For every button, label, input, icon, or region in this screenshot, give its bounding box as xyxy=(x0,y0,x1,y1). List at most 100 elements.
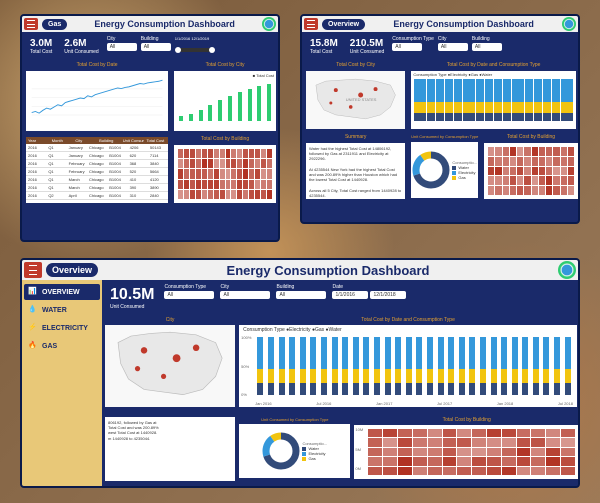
gas-icon: 🔥 xyxy=(28,341,38,351)
chart-total-cost-building: Total Cost by Building xyxy=(172,135,278,205)
page-title: Energy Consumption Dashboard xyxy=(365,19,562,29)
metric-value: 210.5M xyxy=(350,38,384,49)
chart-map: Total Cost by City UNITED STATES xyxy=(304,61,407,131)
filter-consumption-type: Consumption Type All xyxy=(392,36,434,57)
electricity-icon: ⚡ xyxy=(28,323,38,333)
filter-date: Date 1/1/2016 12/1/2018 xyxy=(332,284,406,299)
metrics-row: 10.5M Unit Consumed Consumption Type All… xyxy=(102,280,578,316)
metric-label: Unit Consumed xyxy=(350,49,384,55)
table-row[interactable]: 2016Q1MarchChicagoB10044104120 xyxy=(26,176,168,184)
page-title: Energy Consumption Dashboard xyxy=(67,19,262,29)
chart-title: Total Cost by Date xyxy=(24,61,170,69)
date-to[interactable]: 12/1/2018 xyxy=(370,291,406,299)
chart-heatmap: Total Cost by Building xyxy=(482,133,580,201)
stacked-bar-chart: Consumption Type ●Electricity ●Gas ●Wate… xyxy=(411,71,576,129)
menu-icon[interactable] xyxy=(24,262,42,278)
filter-select[interactable]: All xyxy=(220,291,270,299)
page-title: Energy Consumption Dashboard xyxy=(98,263,558,278)
tab-overview[interactable]: Overview xyxy=(46,263,98,277)
legend: ■ Total Cost xyxy=(253,73,274,78)
table-row[interactable]: 2016Q1MarchChicagoB10043903890 xyxy=(26,184,168,192)
menu-icon[interactable] xyxy=(24,18,38,30)
chart-heatmap: Total Cost by Building 10M5M0M xyxy=(353,416,578,484)
chart-donut: Unit Consumed by Consumption Type Consum… xyxy=(409,133,480,201)
metric-total-cost: 15.8M Total Cost xyxy=(306,36,342,57)
filter-label: Building xyxy=(141,36,171,42)
sidebar-item-electricity[interactable]: ⚡ELECTRICITY xyxy=(24,320,100,336)
chart-title: Total Cost by Building xyxy=(353,416,578,424)
date-from[interactable]: 1/1/2016 xyxy=(332,291,368,299)
summary-text: Water had the highest Total Cost at 1480… xyxy=(306,143,405,199)
filter-select[interactable]: All xyxy=(164,291,214,299)
filter-select[interactable]: All xyxy=(392,43,422,51)
chart-title: Total Cost by Date and Consumption Type xyxy=(238,316,578,324)
heatmap-chart: 10M5M0M xyxy=(354,425,578,479)
heatmap-chart xyxy=(174,145,276,203)
filter-label: Consumption Type xyxy=(164,284,214,290)
metric-label: Total Cost xyxy=(310,49,338,55)
chart-title: Total Cost by Date and Consumption Type xyxy=(409,61,578,69)
stacked-bar-chart: Consumption Type ●Electricity ●Gas ●Wate… xyxy=(239,325,577,407)
chart-title: Total Cost by City xyxy=(172,61,278,69)
filter-select[interactable]: All xyxy=(438,43,468,51)
bar-chart: ■ Total Cost xyxy=(174,71,276,131)
chart-stacked: Total Cost by Date and Consumption Type … xyxy=(409,61,578,131)
metric-total-cost: 3.0M Total Cost xyxy=(26,36,56,57)
chart-title: Unit Consumed by Consumption Type xyxy=(238,416,351,423)
chart-title: City xyxy=(104,316,236,324)
table-row[interactable]: 2016Q1FebruaryChicagoB10045205664 xyxy=(26,168,168,176)
chart-title: Total Cost by Building xyxy=(482,133,580,141)
donut-chart: Consumptio...WaterElectricityGas xyxy=(239,424,350,478)
metrics-row: 15.8M Total Cost 210.5M Unit Consumed Co… xyxy=(302,32,578,61)
filter-label: Building xyxy=(472,36,502,42)
metric-value: 15.8M xyxy=(310,38,338,49)
filter-select[interactable]: All xyxy=(141,43,171,51)
chart-title: Total Cost by Building xyxy=(172,135,278,143)
heatmap-chart xyxy=(484,143,578,199)
filter-select[interactable]: All xyxy=(276,291,326,299)
filter-date: 1/1/2016 12/1/2019 xyxy=(175,36,215,57)
filter-label: 1/1/2016 12/1/2019 xyxy=(175,36,215,41)
filter-select[interactable]: All xyxy=(107,43,137,51)
filter-label: Consumption Type xyxy=(392,36,434,42)
sidebar-item-gas[interactable]: 🔥GAS xyxy=(24,338,100,354)
chart-total-cost-city: Total Cost by City ■ Total Cost xyxy=(172,61,278,133)
metrics-row: 3.0M Total Cost 2.6M Unit Consumed City … xyxy=(22,32,278,61)
date-slider[interactable] xyxy=(175,48,215,52)
filter-select[interactable]: All xyxy=(472,43,502,51)
sidebar-item-water[interactable]: 💧WATER xyxy=(24,302,100,318)
filter-label: City xyxy=(438,36,468,42)
metric-value: 3.0M xyxy=(30,38,52,49)
metric-value: 10.5M xyxy=(110,286,154,304)
metric-label: Unit Consumed xyxy=(64,49,98,55)
summary-text: 806192, followed by Gas atTotal Cost and… xyxy=(105,417,235,481)
dashboard-overview: Overview Energy Consumption Dashboard 15… xyxy=(300,14,580,224)
map-chart: UNITED STATES xyxy=(306,71,405,129)
dashboard-gas: Gas Energy Consumption Dashboard 3.0M To… xyxy=(20,14,280,242)
dashboard-overview-expanded: Overview Energy Consumption Dashboard 📊O… xyxy=(20,258,580,488)
tab-gas[interactable]: Gas xyxy=(42,19,67,30)
tab-overview[interactable]: Overview xyxy=(322,19,365,30)
menu-icon[interactable] xyxy=(304,18,318,30)
filter-consumption-type: Consumption Type All xyxy=(164,284,214,299)
filter-building: Building All xyxy=(276,284,326,299)
svg-text:UNITED STATES: UNITED STATES xyxy=(346,97,377,102)
table-row[interactable]: 2016Q2AprilChicagoB10043102840 xyxy=(26,192,168,200)
water-icon: 💧 xyxy=(28,305,38,315)
filter-city: City All xyxy=(107,36,137,57)
filter-label: City xyxy=(107,36,137,42)
chart-donut: Unit Consumed by Consumption Type Consum… xyxy=(238,416,351,484)
logo-icon xyxy=(262,17,276,31)
chart-title: Unit Consumed by Consumption Type xyxy=(409,133,480,140)
topbar: Gas Energy Consumption Dashboard xyxy=(22,16,278,32)
sidebar-nav: 📊OVERVIEW 💧WATER ⚡ELECTRICITY 🔥GAS xyxy=(22,280,102,486)
sidebar-item-overview[interactable]: 📊OVERVIEW xyxy=(24,284,100,300)
metric-unit-consumed: 2.6M Unit Consumed xyxy=(60,36,102,57)
table-row[interactable]: 2016Q1FebruaryChicagoB10043683840 xyxy=(26,160,168,168)
donut-chart: Consumptio...WaterElectricityGas xyxy=(411,142,478,198)
metric-unit-consumed: 210.5M Unit Consumed xyxy=(346,36,388,57)
filter-label: City xyxy=(220,284,270,290)
table-row[interactable]: 2016Q1JanuaryChicagoB10046207114 xyxy=(26,152,168,160)
table-row[interactable]: 2016Q1JanuaryChicagoB1004420650143 xyxy=(26,144,168,152)
filter-label: Building xyxy=(276,284,326,290)
